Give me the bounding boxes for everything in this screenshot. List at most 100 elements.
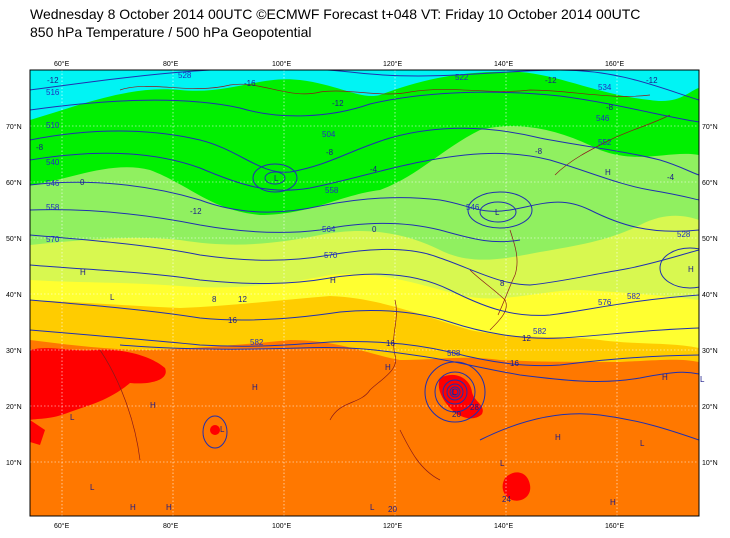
geopotential-label: 576 bbox=[598, 298, 612, 307]
tick-label: 30°N bbox=[6, 347, 22, 355]
temperature-label: 16 bbox=[386, 339, 395, 348]
longitude-ticks-top: 60°E 80°E 100°E 120°E 140°E 160°E bbox=[54, 60, 624, 68]
tick-label: 20°N bbox=[702, 403, 718, 411]
temperature-label: -4 bbox=[370, 165, 378, 174]
temperature-label: 8 bbox=[500, 279, 505, 288]
geopotential-label: 588 bbox=[447, 349, 461, 358]
temperature-label: 0 bbox=[80, 178, 85, 187]
tick-label: 10°N bbox=[702, 459, 718, 467]
graticule bbox=[30, 70, 699, 516]
tick-label: 80°E bbox=[163, 60, 179, 68]
pressure-center: H bbox=[610, 498, 616, 507]
geopotential-label: 534 bbox=[598, 83, 612, 92]
tick-label: 30°N bbox=[702, 347, 718, 355]
pressure-center: H bbox=[80, 268, 86, 277]
temperature-label: -12 bbox=[47, 76, 59, 85]
chart-title-line-1: Wednesday 8 October 2014 00UTC ©ECMWF Fo… bbox=[30, 6, 641, 22]
temperature-label: -12 bbox=[545, 76, 557, 85]
chart-title-line-2: 850 hPa Temperature / 500 hPa Geopotenti… bbox=[30, 24, 312, 40]
tick-label: 80°E bbox=[163, 522, 179, 530]
pressure-center: L bbox=[90, 483, 95, 492]
pressure-center: L bbox=[220, 425, 225, 434]
temperature-label: 20 bbox=[452, 410, 461, 419]
pressure-center: H bbox=[150, 401, 156, 410]
pressure-centers: L H H H L H H L L H L H H L H L H L H L … bbox=[70, 168, 705, 512]
geopotential-label: 528 bbox=[178, 71, 192, 80]
pressure-center: H bbox=[555, 433, 561, 442]
latitude-ticks-left: 70°N 60°N 50°N 40°N 30°N 20°N 10°N bbox=[6, 123, 22, 467]
temperature-bands bbox=[30, 70, 699, 516]
temperature-label: 16 bbox=[228, 316, 237, 325]
pressure-center: L bbox=[500, 459, 505, 468]
geopotential-label: 552 bbox=[598, 138, 612, 147]
temperature-label: -16 bbox=[244, 79, 256, 88]
tick-label: 100°E bbox=[272, 522, 291, 530]
pressure-center: L bbox=[370, 503, 375, 512]
band-red-pacific bbox=[502, 472, 531, 501]
geopotential-label: 546 bbox=[596, 114, 610, 123]
band-orange bbox=[30, 340, 699, 516]
tick-label: 140°E bbox=[494, 522, 513, 530]
pressure-center: H bbox=[166, 503, 172, 512]
temperature-label: -4 bbox=[667, 173, 675, 182]
tick-label: 10°N bbox=[6, 459, 22, 467]
pressure-center: H bbox=[688, 265, 694, 274]
geopotential-label: 558 bbox=[46, 203, 60, 212]
band-red-bengal bbox=[210, 425, 220, 435]
geopotential-label: 522 bbox=[455, 73, 469, 82]
tick-label: 70°N bbox=[702, 123, 718, 131]
tick-label: 160°E bbox=[605, 60, 624, 68]
temperature-label: -8 bbox=[36, 143, 44, 152]
tick-label: 160°E bbox=[605, 522, 624, 530]
geopotential-contours bbox=[30, 70, 699, 449]
pressure-center: L bbox=[700, 375, 705, 384]
tick-label: 50°N bbox=[6, 235, 22, 243]
pressure-center: H bbox=[605, 168, 611, 177]
geopotential-label: 582 bbox=[250, 338, 264, 347]
pressure-center: L bbox=[274, 174, 279, 183]
pressure-center: H bbox=[252, 383, 258, 392]
temperature-label: 12 bbox=[522, 334, 531, 343]
tick-label: 120°E bbox=[383, 60, 402, 68]
tick-label: 50°N bbox=[702, 235, 718, 243]
tick-label: 70°N bbox=[6, 123, 22, 131]
temperature-labels: -12 -16 -12 -8 -12 -8 -12 -8 -4 -4 0 0 -… bbox=[36, 76, 675, 514]
tick-label: 60°E bbox=[54, 522, 70, 530]
geopotential-label: 582 bbox=[627, 292, 641, 301]
temperature-label: 20 bbox=[388, 505, 397, 514]
tick-label: 140°E bbox=[494, 60, 513, 68]
geopotential-label: 510 bbox=[46, 121, 60, 130]
temperature-label: -12 bbox=[332, 99, 344, 108]
tick-label: 40°N bbox=[6, 291, 22, 299]
tick-label: 40°N bbox=[702, 291, 718, 299]
temperature-label: 28 bbox=[470, 403, 479, 412]
latitude-ticks-right: 70°N 60°N 50°N 40°N 30°N 20°N 10°N bbox=[702, 123, 718, 467]
temperature-label: 12 bbox=[238, 295, 247, 304]
tick-label: 60°N bbox=[702, 179, 718, 187]
longitude-ticks-bottom: 60°E 80°E 100°E 120°E 140°E 160°E bbox=[54, 522, 624, 530]
geopotential-label: 564 bbox=[322, 225, 336, 234]
tick-label: 60°E bbox=[54, 60, 70, 68]
map-frame bbox=[29, 69, 700, 517]
tick-label: 20°N bbox=[6, 403, 22, 411]
pressure-center: H bbox=[662, 373, 668, 382]
temperature-label: -12 bbox=[190, 207, 202, 216]
temperature-label: 24 bbox=[502, 495, 511, 504]
temperature-label: 8 bbox=[212, 295, 217, 304]
pressure-center: H bbox=[330, 276, 336, 285]
geopotential-label: 516 bbox=[46, 88, 60, 97]
geopotential-label: 570 bbox=[46, 235, 60, 244]
geopotential-label: 504 bbox=[322, 130, 336, 139]
temperature-label: -8 bbox=[535, 147, 543, 156]
temperature-label: -8 bbox=[606, 103, 614, 112]
geopotential-labels: 528 516 522 534 546 504 552 540 546 558 … bbox=[46, 71, 691, 358]
pressure-center: L bbox=[70, 413, 75, 422]
pressure-center: L bbox=[452, 388, 457, 397]
tick-label: 60°N bbox=[6, 179, 22, 187]
coastlines bbox=[99, 83, 671, 481]
temperature-label: 0 bbox=[372, 225, 377, 234]
pressure-center: L bbox=[110, 293, 115, 302]
temperature-label: -8 bbox=[326, 148, 334, 157]
geopotential-label: 540 bbox=[46, 158, 60, 167]
